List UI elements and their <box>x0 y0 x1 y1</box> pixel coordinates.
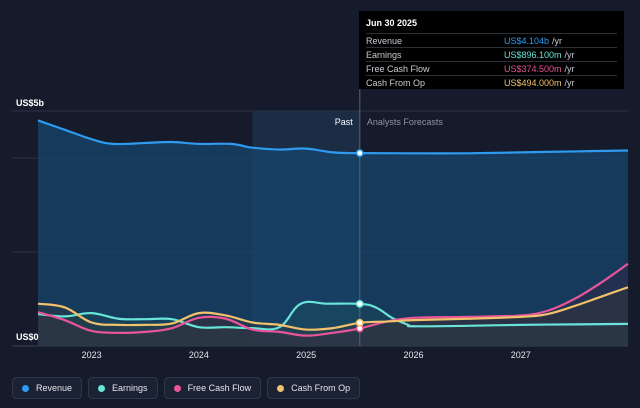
legend-item-revenue[interactable]: Revenue <box>12 377 83 399</box>
x-tick-label-2025: 2025 <box>296 350 316 360</box>
legend-dot-icon <box>22 384 29 392</box>
legend-label: Free Cash Flow <box>187 383 252 393</box>
legend-item-free-cash-flow[interactable]: Free Cash Flow <box>163 377 262 399</box>
tooltip-label: Cash From Op <box>366 77 426 88</box>
y-tick-label-bottom: US$0 <box>16 332 39 342</box>
tooltip-label: Earnings <box>366 49 402 60</box>
x-tick-label-2026: 2026 <box>403 350 423 360</box>
tooltip-row-free-cash-flow: Free Cash Flow US$374.500m/yr <box>366 61 617 75</box>
marker-revenue <box>355 149 364 158</box>
tooltip-row-cash-from-op: Cash From Op US$494.000m/yr <box>366 75 617 89</box>
tooltip-date: Jun 30 2025 <box>366 18 418 28</box>
tooltip-value: US$374.500m <box>504 63 562 74</box>
series-lines <box>37 119 629 337</box>
area-earnings <box>38 301 628 346</box>
marker-cash-from-op <box>355 318 364 327</box>
tooltip-unit: /yr <box>564 49 575 60</box>
tooltip-label: Free Cash Flow <box>366 63 430 74</box>
legend-label: Earnings <box>112 383 148 393</box>
marker-earnings <box>355 299 364 308</box>
tooltip-value: US$896.100m <box>504 49 562 60</box>
legend: Revenue Earnings Free Cash Flow Cash From O… <box>12 377 361 399</box>
legend-dot-icon <box>277 384 285 392</box>
forecast-label: Analysts Forecasts <box>367 117 444 127</box>
legend-item-earnings[interactable]: Earnings <box>88 377 158 399</box>
legend-item-cash-from-op[interactable]: Cash From Op <box>267 377 361 399</box>
x-tick-label-2024: 2024 <box>189 350 209 360</box>
line-earnings <box>37 300 629 331</box>
tooltip-unit: /yr <box>564 77 575 88</box>
tooltip-value: US$494.000m <box>504 77 562 88</box>
tooltip-row-earnings: Earnings US$896.100m/yr <box>366 47 617 61</box>
legend-label: Cash From Op <box>291 383 351 393</box>
line-revenue <box>37 119 629 155</box>
tooltip-rows: Revenue US$4.104b/yr Earnings US$896.100m/y… <box>366 33 617 89</box>
tooltip-value: US$4.104b <box>504 35 550 46</box>
line-free-cash-flow <box>37 262 629 337</box>
legend-label: Revenue <box>36 383 73 393</box>
y-tick-label-top: US$5b <box>16 98 45 108</box>
x-axis-ticks: 2023 2024 2025 2026 2027 <box>82 350 531 360</box>
tooltip-row-revenue: Revenue US$4.104b/yr <box>366 33 617 47</box>
tooltip-unit: /yr <box>552 35 563 46</box>
line-cash-from-op <box>37 286 629 331</box>
tooltip-unit: /yr <box>564 63 575 74</box>
area-cash-from-op <box>38 287 628 346</box>
legend-dot-icon <box>98 384 106 392</box>
past-label: Past <box>335 117 354 127</box>
legend-dot-icon <box>173 384 181 392</box>
x-tick-label-2023: 2023 <box>82 350 102 360</box>
tooltip-panel: Jun 30 2025 Revenue US$4.104b/yr Earnings U… <box>359 11 624 89</box>
tooltip-label: Revenue <box>366 35 403 46</box>
x-tick-label-2027: 2027 <box>511 350 531 360</box>
series-markers <box>355 149 364 333</box>
area-revenue <box>38 120 628 347</box>
